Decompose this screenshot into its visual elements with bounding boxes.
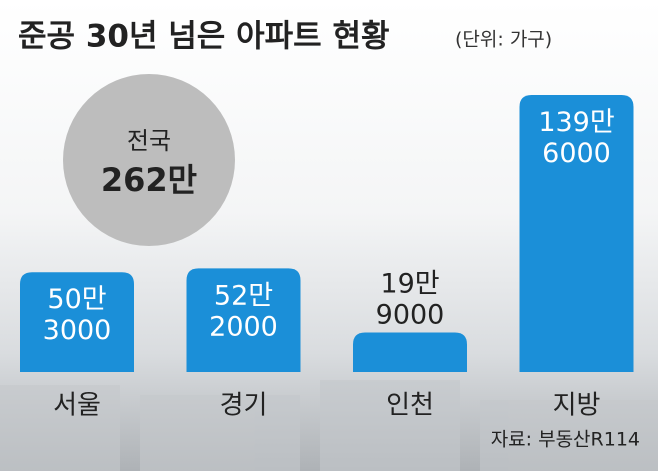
total-label: 전국 [127, 127, 171, 155]
bar [519, 95, 634, 372]
source: 자료: 부동산R114 [491, 429, 640, 451]
value-label: 139만 6000 [538, 107, 614, 169]
x-tick-label: 경기 [220, 391, 268, 421]
bar [186, 268, 301, 372]
bar [353, 332, 467, 372]
unit-label: (단위: 가구) [455, 29, 552, 51]
city-backdrop [0, 380, 658, 471]
value-label: 52만 2000 [209, 280, 278, 342]
x-tick-label: 지방 [553, 391, 601, 421]
x-tick-label: 서울 [53, 391, 101, 421]
value-label: 50만 3000 [43, 284, 112, 346]
value-label: 19만 9000 [376, 268, 445, 330]
bar [20, 272, 134, 372]
total-value: 262만 [101, 161, 197, 199]
chart-title: 준공 30년 넘은 아파트 현황 [18, 19, 390, 55]
x-tick-label: 인천 [386, 391, 434, 421]
total-circle [63, 74, 235, 246]
